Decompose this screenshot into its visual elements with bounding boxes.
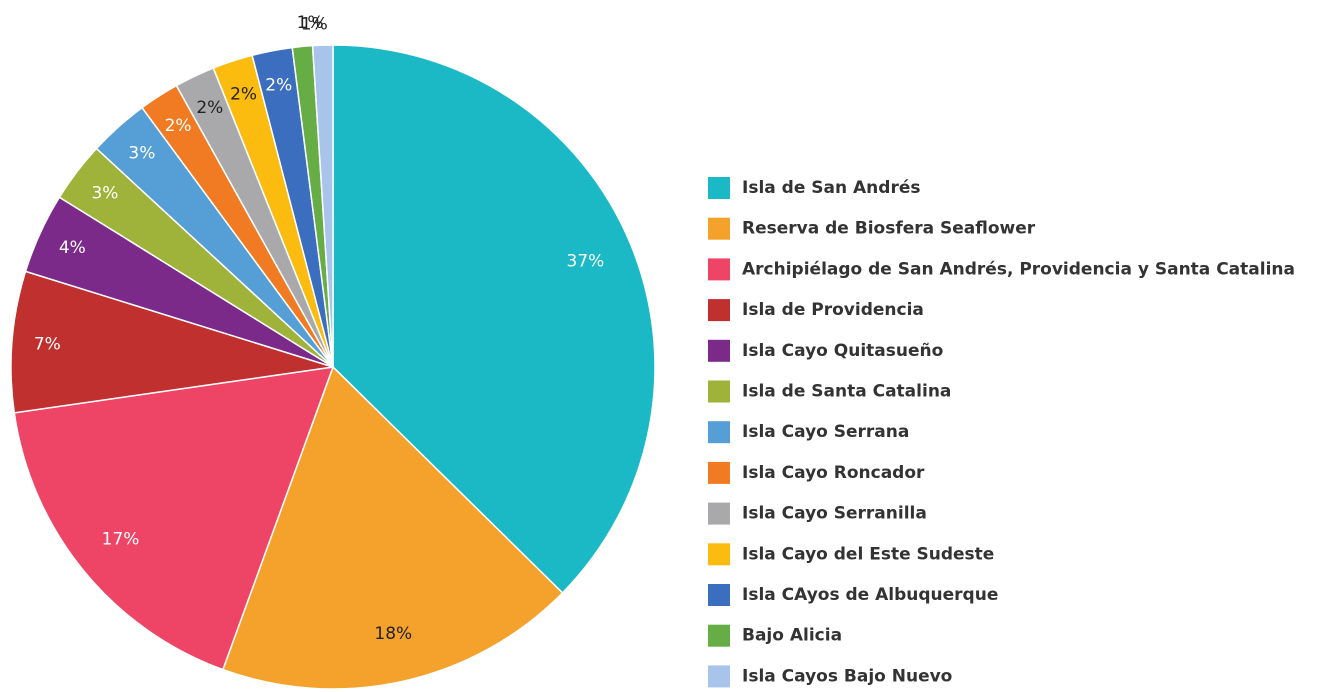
data-label: 2% xyxy=(165,116,192,136)
data-label: 18% xyxy=(374,624,412,644)
legend-swatch xyxy=(708,177,730,199)
legend-swatch xyxy=(708,665,730,688)
data-label: 3% xyxy=(91,183,118,203)
legend-label: Isla Cayos Bajo Nuevo xyxy=(742,666,952,686)
legend-label: Bajo Alicia xyxy=(742,626,842,646)
legend-label: Isla Cayo Serranilla xyxy=(742,504,927,524)
legend-label: Isla Cayo del Este Sudeste xyxy=(742,544,994,564)
data-label: 3% xyxy=(128,143,155,163)
legend-label: Isla de Santa Catalina xyxy=(742,382,951,402)
data-label: 7% xyxy=(34,334,61,354)
legend-label: Isla Cayo Quitasueño xyxy=(742,341,943,361)
legend-label: Isla CAyos de Albuquerque xyxy=(742,585,998,605)
pie-slice xyxy=(332,44,656,594)
legend-swatch xyxy=(708,584,730,606)
pie-slice xyxy=(13,366,335,671)
pie-slice xyxy=(10,270,334,414)
legend-label: Isla de Providencia xyxy=(742,300,924,320)
legend-label: Reserva de Biosfera Seaflower xyxy=(742,219,1036,239)
data-label: 1% xyxy=(301,15,328,35)
data-label: 2% xyxy=(230,85,257,105)
legend-swatch xyxy=(708,543,730,566)
legend-label: Isla de San Andrés xyxy=(742,178,920,198)
legend-swatch xyxy=(708,258,730,281)
legend-label: Archipiélago de San Andrés, Providencia … xyxy=(742,259,1295,279)
data-label: 2% xyxy=(265,76,292,96)
legend-swatch xyxy=(708,339,730,362)
pie-slice xyxy=(221,365,564,690)
pie-slice xyxy=(311,44,334,368)
legend-swatch xyxy=(708,461,730,484)
legend-label: Isla Cayo Roncador xyxy=(742,463,925,483)
data-label: 37% xyxy=(567,251,605,271)
legend-swatch xyxy=(708,624,730,647)
legend-swatch xyxy=(708,299,730,322)
legend-swatch xyxy=(708,502,730,525)
data-label: 4% xyxy=(59,238,86,258)
data-label: 2% xyxy=(196,98,223,118)
legend-swatch xyxy=(708,217,730,240)
data-label: 17% xyxy=(102,530,140,550)
data-label: 1% xyxy=(297,13,324,33)
legend-label: Isla Cayo Serrana xyxy=(742,422,909,442)
legend-swatch xyxy=(708,380,730,403)
legend-swatch xyxy=(708,421,730,444)
